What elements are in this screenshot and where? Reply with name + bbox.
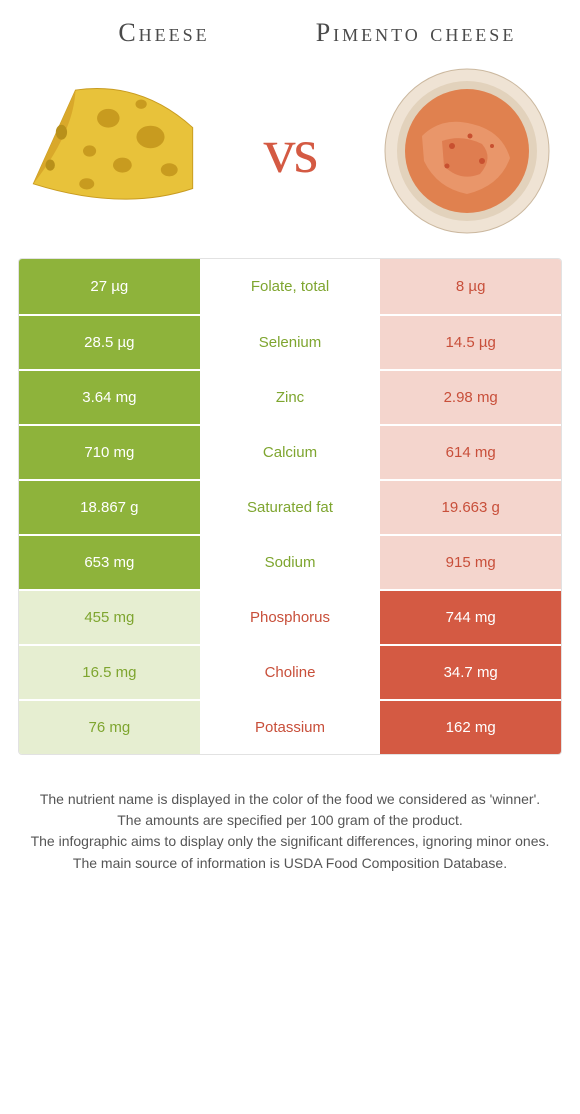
left-value: 76 mg [19, 699, 200, 754]
left-value: 16.5 mg [19, 644, 200, 699]
left-food-title: Cheese [38, 18, 290, 48]
nutrient-name: Calcium [200, 424, 381, 479]
left-value: 18.867 g [19, 479, 200, 534]
pimento-bowl-icon [382, 66, 552, 236]
table-row: 18.867 gSaturated fat19.663 g [19, 479, 561, 534]
nutrient-name: Sodium [200, 534, 381, 589]
table-row: 455 mgPhosphorus744 mg [19, 589, 561, 644]
table-row: 3.64 mgZinc2.98 mg [19, 369, 561, 424]
footnote-line: The infographic aims to display only the… [18, 831, 562, 851]
cheese-image [18, 66, 208, 236]
nutrient-name: Potassium [200, 699, 381, 754]
footnote-line: The nutrient name is displayed in the co… [18, 789, 562, 809]
left-value: 3.64 mg [19, 369, 200, 424]
right-value: 34.7 mg [380, 644, 561, 699]
nutrient-name: Choline [200, 644, 381, 699]
right-value: 915 mg [380, 534, 561, 589]
header-row: Cheese Pimento cheese [18, 18, 562, 66]
nutrient-name: Selenium [200, 314, 381, 369]
nutrient-name: Saturated fat [200, 479, 381, 534]
table-row: 653 mgSodium915 mg [19, 534, 561, 589]
nutrient-name: Zinc [200, 369, 381, 424]
images-row: vs [18, 66, 562, 258]
right-value: 614 mg [380, 424, 561, 479]
comparison-table: 27 µgFolate, total8 µg28.5 µgSelenium14.… [18, 258, 562, 755]
footnote-line: The amounts are specified per 100 gram o… [18, 810, 562, 830]
left-value: 455 mg [19, 589, 200, 644]
right-food-title: Pimento cheese [290, 18, 542, 48]
footnotes: The nutrient name is displayed in the co… [18, 755, 562, 874]
right-value: 14.5 µg [380, 314, 561, 369]
left-value: 27 µg [19, 259, 200, 314]
vs-label: vs [264, 114, 317, 188]
right-value: 8 µg [380, 259, 561, 314]
pimento-cheese-image [372, 66, 562, 236]
right-value: 744 mg [380, 589, 561, 644]
table-row: 27 µgFolate, total8 µg [19, 259, 561, 314]
right-value: 2.98 mg [380, 369, 561, 424]
table-row: 16.5 mgCholine34.7 mg [19, 644, 561, 699]
left-value: 28.5 µg [19, 314, 200, 369]
table-row: 76 mgPotassium162 mg [19, 699, 561, 754]
cheese-wedge-icon [18, 76, 208, 226]
table-row: 28.5 µgSelenium14.5 µg [19, 314, 561, 369]
right-value: 162 mg [380, 699, 561, 754]
left-value: 710 mg [19, 424, 200, 479]
nutrient-name: Phosphorus [200, 589, 381, 644]
left-value: 653 mg [19, 534, 200, 589]
right-value: 19.663 g [380, 479, 561, 534]
footnote-line: The main source of information is USDA F… [18, 853, 562, 873]
table-row: 710 mgCalcium614 mg [19, 424, 561, 479]
nutrient-name: Folate, total [200, 259, 381, 314]
